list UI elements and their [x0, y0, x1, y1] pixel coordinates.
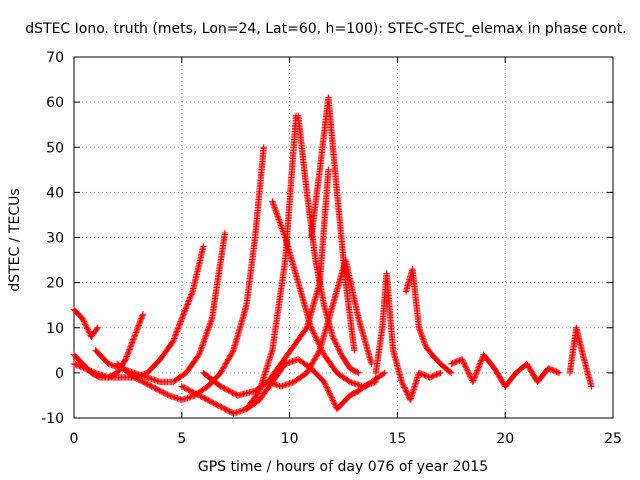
y-tick-label: 0: [55, 366, 64, 382]
chart-title: dSTEC Iono. truth (mets, Lon=24, Lat=60,…: [25, 21, 626, 37]
series-pass-11: [295, 112, 362, 377]
series-pass-5: [113, 144, 267, 404]
series-pass-15: [448, 351, 563, 390]
x-tick-label: 0: [70, 431, 79, 447]
y-tick-label: 50: [46, 140, 64, 156]
y-tick-label: 20: [46, 276, 64, 292]
grid: [74, 57, 613, 418]
series-pass-13: [372, 270, 444, 404]
y-tick-label: 60: [46, 95, 64, 111]
series-markers: [566, 324, 595, 390]
series-pass-10: [269, 198, 379, 390]
series-markers: [70, 243, 207, 381]
x-tick-label: 15: [388, 431, 406, 447]
x-tick-label: 20: [496, 431, 514, 447]
x-tick-label: 5: [177, 431, 186, 447]
x-axis-label: GPS time / hours of day 076 of year 2015: [198, 459, 488, 475]
x-axis: 0 5 10 15 20 25: [70, 57, 622, 447]
series-pass-14: [402, 265, 455, 377]
series-pass-3: [70, 243, 207, 381]
series-pass-16: [566, 324, 595, 390]
y-tick-label: 70: [46, 50, 64, 66]
series-markers: [70, 306, 101, 340]
y-axis-label: dSTEC / TECUs: [7, 188, 23, 291]
series-pass-2: [70, 306, 101, 340]
y-tick-label: 40: [46, 185, 64, 201]
plot-area: [70, 94, 595, 417]
y-tick-label: 30: [46, 231, 64, 247]
x-tick-label: 10: [281, 431, 299, 447]
x-tick-label: 25: [604, 431, 622, 447]
series-pass-12: [308, 94, 358, 354]
y-axis: -10 0 10 20 30 40 50 60 70: [41, 50, 613, 427]
series-pass-4: [92, 229, 229, 386]
y-tick-label: 10: [46, 321, 64, 337]
y-tick-label: -10: [41, 411, 64, 427]
